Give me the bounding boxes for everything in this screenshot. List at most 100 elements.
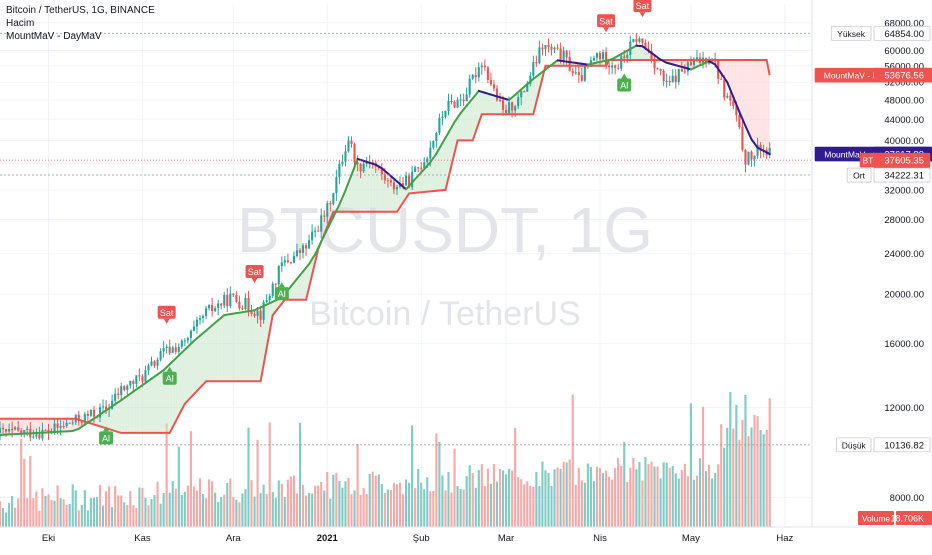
price-tick-label: 60000.00 <box>884 46 924 57</box>
volume-bar <box>675 473 677 527</box>
indicator-fill-segment <box>242 312 245 382</box>
volume-bar <box>547 473 549 527</box>
time-tick-label: 2021 <box>317 533 339 544</box>
volume-bar <box>444 490 446 527</box>
volume-bar <box>729 392 731 527</box>
volume-bar <box>214 493 216 527</box>
volume-bar <box>414 488 416 527</box>
volume-bar <box>2 508 4 527</box>
candle-body <box>596 53 598 58</box>
candle-body <box>387 180 389 181</box>
volume-bar <box>241 493 243 527</box>
volume-bar <box>472 473 474 527</box>
volume-bar <box>599 468 601 527</box>
candle-body <box>38 434 40 438</box>
candle-body <box>505 110 507 113</box>
price-tick-label: 44000.00 <box>884 115 924 126</box>
volume-bar <box>90 498 92 527</box>
candle-body <box>90 410 92 416</box>
volume-bar <box>453 449 455 527</box>
volume-bar <box>514 428 516 527</box>
candle-body <box>672 76 674 83</box>
legend-symbol[interactable]: Bitcoin / TetherUS, 1G, BINANCE <box>6 4 155 17</box>
volume-bar <box>653 466 655 527</box>
volume-bar <box>93 498 95 527</box>
volume-bar <box>120 495 122 527</box>
indicator-fill-segment <box>215 320 218 381</box>
volume-bar <box>487 469 489 527</box>
indicator-fill-segment <box>148 379 151 433</box>
indicator-fill-segment <box>124 396 127 433</box>
signal-label: Sat <box>160 308 174 318</box>
volume-bar <box>623 442 625 527</box>
candle-body <box>102 406 104 407</box>
candle <box>620 54 622 71</box>
indicator-fill-segment <box>179 353 182 416</box>
price-tick-label: 12000.00 <box>884 403 924 414</box>
candle-body <box>563 51 565 61</box>
candle-body <box>235 295 237 302</box>
volume-bar <box>744 395 746 527</box>
volume-bar <box>493 464 495 527</box>
volume-bar <box>463 490 465 527</box>
volume-bar <box>235 500 237 527</box>
candle-body <box>208 305 210 308</box>
candle-body <box>429 148 431 159</box>
candle-body <box>635 39 637 42</box>
candle-body <box>532 62 534 76</box>
volume-bar <box>332 475 334 527</box>
volume-bar <box>126 505 128 527</box>
volume-bar <box>57 485 59 527</box>
volume-bar <box>144 498 146 527</box>
volume-bar <box>635 469 637 527</box>
candle-body <box>502 100 504 110</box>
volume-bar <box>560 469 562 527</box>
candle-body <box>44 430 46 431</box>
volume-bar <box>735 405 737 527</box>
volume-bar <box>399 483 401 527</box>
volume-bar <box>769 398 771 527</box>
legend-volume[interactable]: Hacim <box>6 17 34 30</box>
volume-bar <box>26 498 28 527</box>
volume-bar <box>714 473 716 527</box>
price-line-value: 34222.31 <box>884 171 924 182</box>
price-line-label: Düşük <box>842 440 867 450</box>
volume-bar <box>381 484 383 527</box>
candle-body <box>347 141 349 152</box>
volume-bar <box>81 505 83 527</box>
candle-body <box>678 69 680 82</box>
candle-body <box>593 58 595 60</box>
candle-body <box>623 56 625 58</box>
price-line-mount: MountMaV - DayMaV:MhO53676.56 <box>815 68 932 82</box>
indicator-fill-segment <box>136 387 139 433</box>
indicator-fill-segment <box>173 358 176 427</box>
volume-bar <box>411 425 413 527</box>
volume-bar <box>717 464 719 527</box>
volume-bar <box>41 488 43 527</box>
volume-bar <box>329 499 331 527</box>
candle-body <box>632 39 634 42</box>
candle-body <box>441 117 443 118</box>
candle-body <box>196 320 198 327</box>
indicator-fill-segment <box>370 163 373 212</box>
candle-body <box>720 79 722 80</box>
volume-bar <box>478 470 480 527</box>
volume-bar <box>617 458 619 527</box>
volume-bar <box>544 470 546 527</box>
volume-bar <box>408 483 410 527</box>
volume-bar <box>496 482 498 527</box>
legend-indicator[interactable]: MountMaV - DayMaV <box>6 30 102 43</box>
volume-bar <box>732 429 734 527</box>
time-tick-label: Şub <box>413 533 430 544</box>
volume-bar <box>72 484 74 527</box>
candle-body <box>8 429 10 431</box>
volume-bar <box>484 486 486 527</box>
indicator-fill-segment <box>224 315 227 382</box>
volume-bar <box>38 511 40 527</box>
volume-bar <box>63 499 65 527</box>
candle-body <box>284 260 286 262</box>
time-tick-label: Haz <box>776 533 793 544</box>
volume-bar <box>260 493 262 527</box>
